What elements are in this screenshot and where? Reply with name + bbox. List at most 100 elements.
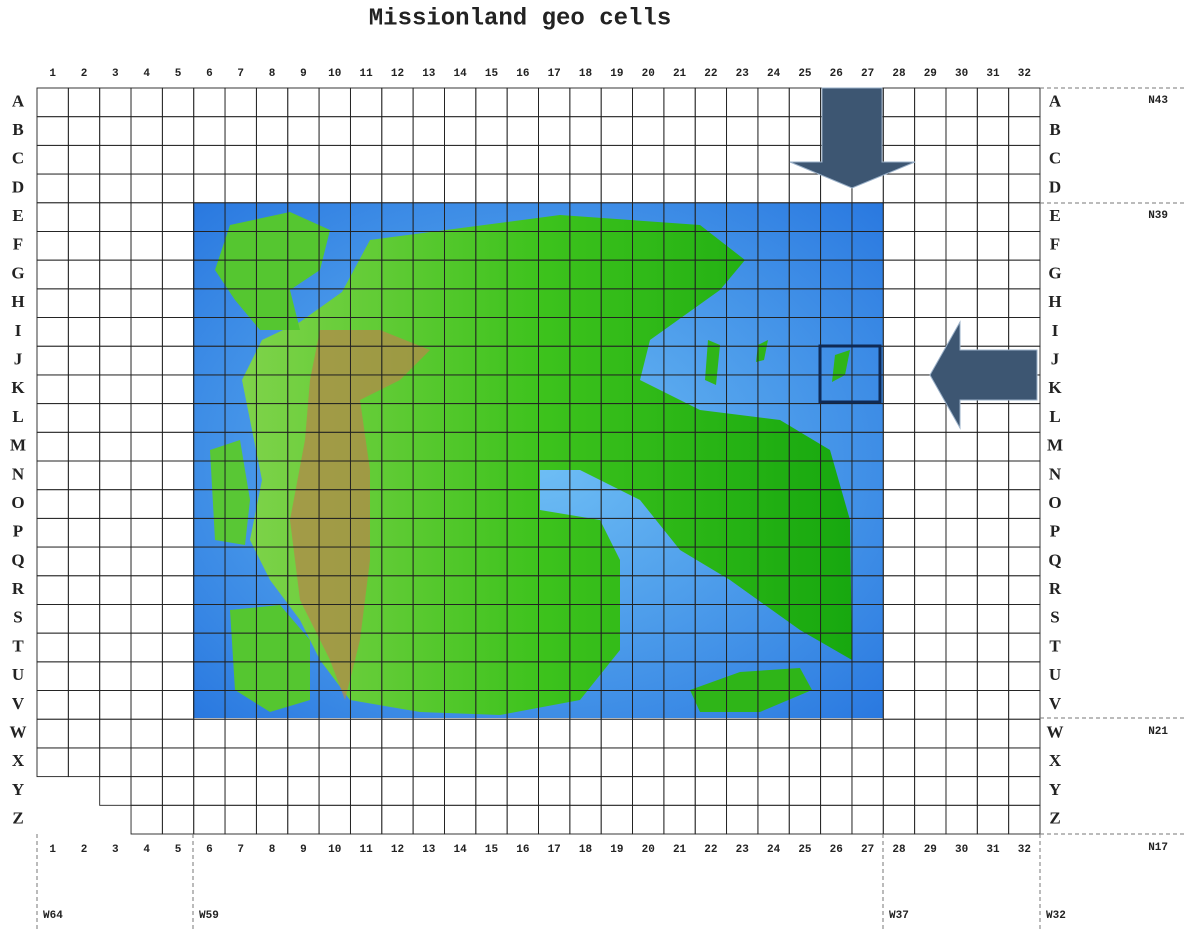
cell	[977, 547, 1008, 576]
cell	[915, 203, 946, 232]
cell	[633, 777, 664, 806]
cell	[977, 691, 1008, 720]
cell	[539, 117, 570, 146]
cell	[570, 719, 601, 748]
cell	[601, 777, 632, 806]
cell	[977, 88, 1008, 117]
cell	[633, 145, 664, 174]
cell	[915, 117, 946, 146]
cell	[131, 318, 162, 347]
cell	[977, 461, 1008, 490]
column-label: 20	[642, 844, 655, 856]
cell	[758, 174, 789, 203]
cell	[883, 260, 914, 289]
cell	[507, 748, 538, 777]
row-label: U	[12, 665, 24, 684]
cell	[664, 777, 695, 806]
row-label: D	[1049, 177, 1061, 196]
column-label: 32	[1018, 844, 1031, 856]
cell	[977, 662, 1008, 691]
cell	[444, 88, 475, 117]
cell	[162, 318, 193, 347]
cell	[476, 88, 507, 117]
row-label: Q	[1048, 550, 1061, 569]
cell	[977, 490, 1008, 519]
cell	[1009, 404, 1040, 433]
cell	[977, 145, 1008, 174]
cell	[37, 490, 68, 519]
cell	[100, 289, 131, 318]
cell	[319, 748, 350, 777]
cell	[68, 719, 99, 748]
cell	[915, 490, 946, 519]
column-label: 27	[861, 68, 874, 80]
latitude-label: N17	[1148, 842, 1168, 854]
cell	[100, 576, 131, 605]
cell	[507, 145, 538, 174]
cell	[633, 117, 664, 146]
row-label: F	[1050, 235, 1060, 254]
cell	[915, 174, 946, 203]
column-label: 2	[81, 68, 88, 80]
cell	[131, 461, 162, 490]
cell	[37, 231, 68, 260]
row-label: B	[1049, 120, 1060, 139]
cell	[915, 461, 946, 490]
cell	[1009, 576, 1040, 605]
cell	[100, 88, 131, 117]
row-label: G	[1048, 263, 1061, 282]
row-label: P	[1050, 522, 1060, 541]
cell	[695, 174, 726, 203]
cell	[946, 719, 977, 748]
cell	[350, 805, 381, 834]
cell	[37, 88, 68, 117]
cell	[131, 777, 162, 806]
cell	[100, 490, 131, 519]
column-label: 32	[1018, 68, 1031, 80]
cell	[100, 318, 131, 347]
cell	[1009, 203, 1040, 232]
column-label: 2	[81, 844, 88, 856]
row-label: T	[1049, 636, 1061, 655]
cell	[131, 805, 162, 834]
cell	[883, 461, 914, 490]
latitude-label: N39	[1148, 210, 1168, 222]
column-label: 4	[143, 68, 150, 80]
cell	[539, 805, 570, 834]
cell	[601, 719, 632, 748]
column-label: 19	[610, 844, 623, 856]
cell	[977, 404, 1008, 433]
cell	[915, 719, 946, 748]
cell	[131, 748, 162, 777]
row-label: E	[1049, 206, 1060, 225]
cell	[319, 117, 350, 146]
column-label: 24	[767, 844, 781, 856]
cell	[601, 145, 632, 174]
cell	[977, 805, 1008, 834]
cell	[37, 662, 68, 691]
cell	[883, 404, 914, 433]
row-label: J	[14, 349, 23, 368]
cell	[883, 633, 914, 662]
cell	[131, 174, 162, 203]
cell	[162, 203, 193, 232]
row-label: F	[13, 235, 23, 254]
cell	[664, 805, 695, 834]
cell	[288, 117, 319, 146]
column-label: 1	[49, 68, 56, 80]
cell	[382, 145, 413, 174]
column-label: 25	[798, 68, 812, 80]
cell	[162, 346, 193, 375]
column-label: 27	[861, 844, 874, 856]
cell	[977, 633, 1008, 662]
cell	[350, 117, 381, 146]
cell	[100, 231, 131, 260]
cell	[350, 174, 381, 203]
cell	[695, 117, 726, 146]
column-label: 28	[892, 68, 906, 80]
row-label: Z	[1049, 809, 1060, 828]
cell	[100, 691, 131, 720]
cell	[37, 576, 68, 605]
row-label: I	[15, 321, 22, 340]
cell	[633, 88, 664, 117]
